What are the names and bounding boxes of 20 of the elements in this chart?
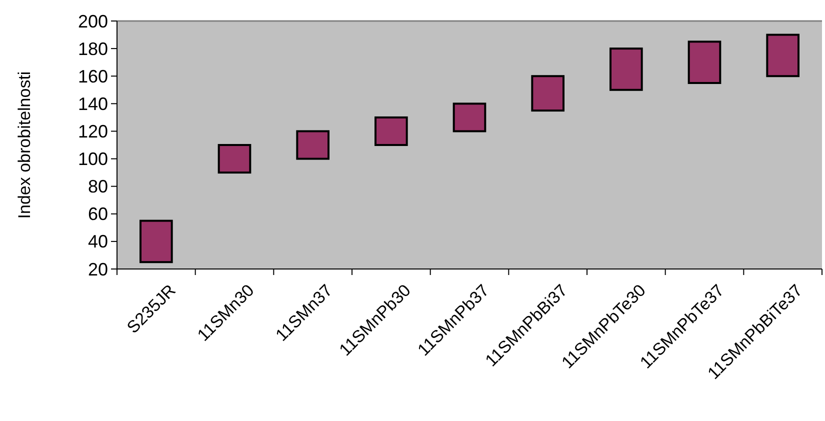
bar: [688, 40, 722, 84]
y-tick-label: 120: [78, 122, 108, 142]
y-axis-title: Index obrobitelnosti: [15, 71, 34, 219]
y-tick-label: 140: [78, 94, 108, 114]
y-tick-label: 80: [88, 176, 108, 197]
bar: [531, 75, 564, 112]
y-tick-label: 100: [78, 149, 108, 170]
y-tick-label: 200: [78, 11, 108, 32]
y-tick-label: 180: [78, 38, 108, 59]
y-tick-label: 40: [88, 232, 108, 252]
y-tick-label: 160: [78, 66, 108, 86]
bar: [218, 144, 252, 174]
bar: [140, 220, 173, 264]
y-tick-label: 60: [88, 204, 108, 224]
y-tick-label: 20: [88, 259, 108, 280]
bar: [452, 102, 486, 132]
bar: [610, 48, 643, 91]
bar: [766, 34, 800, 78]
bar: [296, 130, 330, 160]
bar: [374, 116, 408, 146]
